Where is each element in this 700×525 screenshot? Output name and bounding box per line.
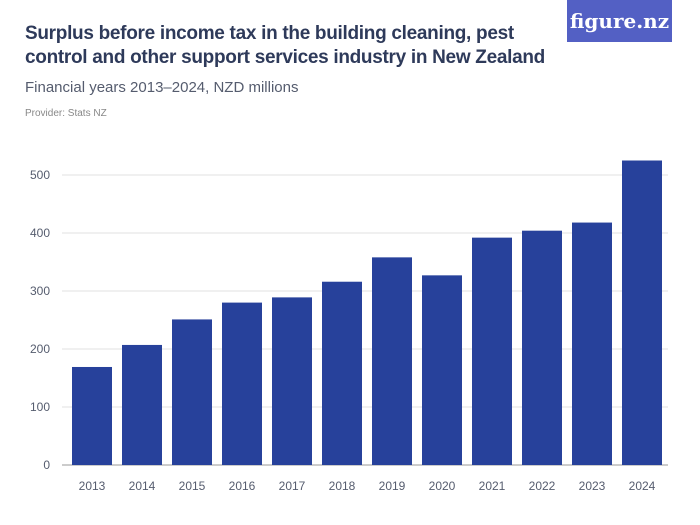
y-tick-label: 100 <box>30 400 50 414</box>
x-tick-label: 2015 <box>179 479 206 493</box>
x-tick-label: 2020 <box>429 479 456 493</box>
x-tick-label: 2024 <box>629 479 656 493</box>
bar-2017[interactable] <box>272 297 312 465</box>
y-tick-label: 300 <box>30 284 50 298</box>
x-tick-label: 2021 <box>479 479 506 493</box>
bar-2015[interactable] <box>172 319 212 465</box>
bar-2020[interactable] <box>422 275 462 465</box>
chart-subtitle: Financial years 2013–2024, NZD millions <box>25 79 299 96</box>
bar-2016[interactable] <box>222 302 262 465</box>
bar-2022[interactable] <box>522 230 562 465</box>
figure-nz-logo[interactable]: figure.nz <box>567 0 672 42</box>
x-tick-label: 2014 <box>129 479 156 493</box>
chart-title: Surplus before income tax in the buildin… <box>25 23 545 68</box>
x-tick-label: 2022 <box>529 479 556 493</box>
provider-label: Provider: Stats NZ <box>25 108 107 119</box>
x-tick-label: 2023 <box>579 479 606 493</box>
y-tick-label: 500 <box>30 168 50 182</box>
x-tick-label: 2018 <box>329 479 356 493</box>
x-tick-label: 2013 <box>79 479 106 493</box>
bar-2013[interactable] <box>72 366 112 465</box>
bar-2014[interactable] <box>122 344 162 465</box>
bar-2018[interactable] <box>322 281 362 465</box>
bar-2023[interactable] <box>572 222 612 465</box>
x-tick-label: 2017 <box>279 479 306 493</box>
y-tick-label: 400 <box>30 226 50 240</box>
x-tick-label: 2019 <box>379 479 406 493</box>
bar-2019[interactable] <box>372 257 412 465</box>
x-tick-label: 2016 <box>229 479 256 493</box>
y-tick-label: 0 <box>43 458 50 472</box>
y-tick-label: 200 <box>30 342 50 356</box>
bar-2021[interactable] <box>472 237 512 465</box>
bar-2024[interactable] <box>622 160 662 466</box>
